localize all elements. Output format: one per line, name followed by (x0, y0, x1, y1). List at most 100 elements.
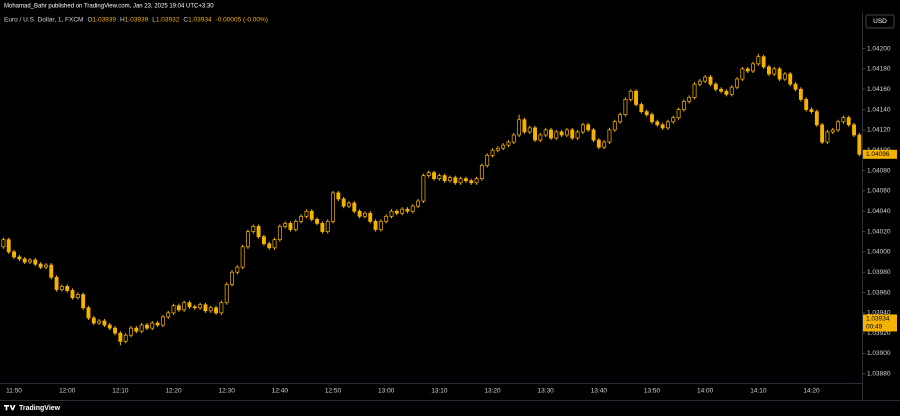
currency-label: USD (873, 18, 887, 25)
symbol: Euro / U.S. Dollar, 1, FXCM (4, 17, 83, 24)
x-tick-label: 12:00 (59, 388, 76, 395)
candle-body (761, 56, 766, 68)
candle-body (836, 121, 841, 131)
candle-body (145, 324, 149, 329)
candle-body (814, 111, 819, 126)
candle-body (224, 284, 229, 304)
candle-body (192, 306, 197, 309)
candle-body (171, 305, 176, 314)
candle-body (129, 327, 133, 336)
candle-body (607, 129, 612, 143)
candle-body (852, 124, 856, 136)
candle-body (43, 264, 48, 268)
legend-key: L (152, 17, 156, 24)
candle-body (830, 129, 835, 133)
candle-body (378, 221, 383, 230)
candle-body (267, 243, 272, 249)
x-tick-label: 12:50 (325, 388, 342, 395)
candle-body (432, 172, 436, 180)
candle-body (426, 172, 431, 176)
price-tag (863, 149, 897, 159)
candle-body (713, 83, 718, 90)
y-tick-label: 1.04060 (867, 188, 891, 195)
candle-body (474, 178, 479, 184)
candle-body (6, 239, 11, 253)
candle-body (341, 198, 346, 207)
x-tick-label: 14:20 (803, 388, 820, 395)
x-tick-label: 12:30 (219, 388, 236, 395)
candle-body (357, 210, 362, 217)
candle-body (362, 212, 367, 217)
candle-body (740, 68, 745, 80)
candle-body (400, 208, 405, 214)
candle-body (580, 124, 585, 133)
candle-body (240, 246, 245, 268)
y-tick-label: 1.04200 (867, 45, 891, 52)
candle-body (293, 221, 298, 230)
candle-body (676, 109, 681, 119)
candle-body (825, 131, 830, 143)
candle-body (453, 177, 458, 184)
candle-body (368, 212, 373, 222)
candle-body (511, 134, 516, 143)
candle-body (798, 88, 803, 100)
candle-body (735, 78, 740, 88)
candle-body (490, 149, 495, 156)
x-tick-label: 12:20 (165, 388, 182, 395)
candle-body (182, 302, 187, 311)
candle-body (139, 324, 144, 332)
y-tick-label: 1.03900 (867, 350, 891, 357)
candle-body (788, 73, 793, 85)
candle-body (214, 307, 219, 314)
candle-body (230, 271, 234, 285)
candle-body (564, 129, 569, 136)
candle-body (729, 86, 734, 95)
x-tick-label: 13:50 (644, 388, 661, 395)
candle-body (394, 210, 399, 214)
y-tick-label: 1.03980 (867, 269, 891, 276)
candle-body (416, 200, 421, 207)
candle-body (644, 111, 649, 116)
candle-body (549, 129, 553, 139)
x-tick-label: 14:10 (750, 388, 767, 395)
candle-body (793, 83, 798, 90)
candle-body (17, 256, 22, 260)
candle-body (751, 63, 755, 72)
candle-body (97, 320, 102, 324)
candle-body (591, 129, 596, 141)
candle-body (203, 304, 208, 312)
candle-body (756, 56, 761, 65)
candle-body (219, 302, 224, 314)
candle-body (123, 334, 128, 342)
legend-key: O (87, 17, 92, 24)
publisher: Mohamad_Bahr published on TradingView.co… (4, 4, 214, 10)
candle-body (405, 208, 410, 212)
candle-body (325, 221, 330, 232)
candle-body (38, 263, 43, 268)
candle-body (777, 68, 782, 80)
candle-body (533, 127, 537, 141)
candle-body (681, 101, 686, 110)
candle-body (469, 180, 474, 184)
currency-button[interactable] (865, 14, 895, 29)
candle-body (554, 131, 559, 139)
candle-body (804, 99, 809, 110)
candle-body (538, 134, 543, 141)
candle-body (745, 68, 750, 72)
candle-body (623, 99, 628, 116)
candle-body (501, 144, 506, 149)
candle-body (596, 139, 601, 148)
candle-body (160, 316, 165, 326)
candle-body (782, 73, 787, 80)
candle-body (719, 88, 724, 92)
candle-body (442, 175, 447, 182)
candle-body (410, 205, 415, 212)
logo-mark (4, 405, 16, 411)
x-tick-label: 13:00 (378, 388, 395, 395)
candle-body (857, 134, 862, 155)
candle-body (336, 192, 341, 200)
candle-body (495, 147, 500, 151)
candle-body (384, 215, 389, 222)
candle-body (655, 121, 660, 126)
